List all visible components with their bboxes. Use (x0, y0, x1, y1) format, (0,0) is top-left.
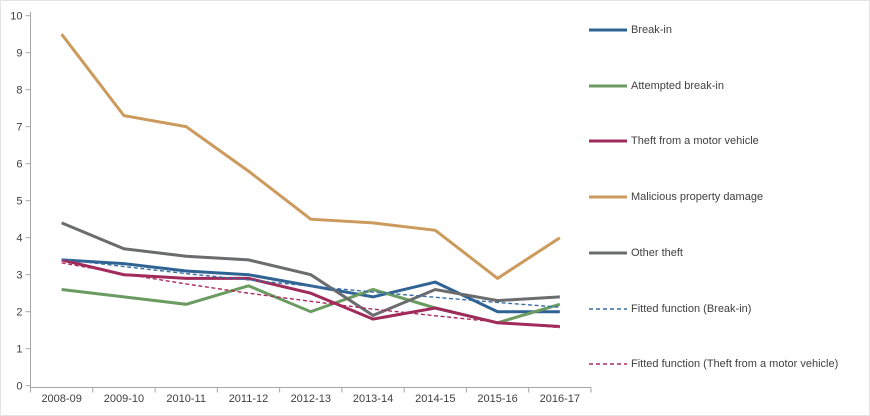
x-tick-label: 2010-11 (166, 393, 206, 405)
x-tick-label: 2013-14 (353, 393, 393, 405)
y-tick-label: 9 (16, 48, 22, 60)
y-tick-label: 10 (10, 11, 22, 23)
y-tick-label: 2 (16, 307, 22, 319)
series-line-theft-from-a-motor-vehicle (61, 258, 560, 328)
legend-item-malicious-property-damage: Malicious property damage (589, 190, 763, 204)
x-tick-label: 2009-10 (104, 393, 144, 405)
series-line-fitted-function-break-in (61, 258, 560, 308)
legend-swatch-attempted-break-in (589, 84, 627, 88)
series-line-malicious-property-damage (60, 33, 561, 281)
x-tick-label: 2014-15 (415, 393, 455, 405)
y-tick-label: 4 (16, 233, 22, 245)
x-tick-label: 2008-09 (41, 393, 81, 405)
y-tick-label: 0 (16, 381, 22, 393)
legend-item-fitted-function-break-in: Fitted function (Break-in) (589, 302, 751, 316)
legend-swatch-fitted-function-theft-from-a-motor-vehicle (589, 363, 627, 365)
series-line-other-theft (61, 221, 560, 318)
series-line-break-in (61, 258, 560, 314)
x-tick-label: 2016-17 (540, 393, 580, 405)
series-line-fitted-function-theft-from-a-motor-vehicle (61, 262, 560, 329)
legend-swatch-other-theft (589, 251, 627, 255)
legend-label: Theft from a motor vehicle (631, 135, 759, 148)
legend-label: Other theft (631, 246, 683, 259)
legend-item-theft-from-a-motor-vehicle: Theft from a motor vehicle (589, 134, 759, 148)
legend-item-fitted-function-theft-from-a-motor-vehicle: Fitted function (Theft from a motor vehi… (589, 357, 838, 371)
x-tick-label: 2015-16 (477, 393, 517, 405)
y-tick-label: 6 (16, 159, 22, 171)
legend-label: Fitted function (Break-in) (631, 302, 752, 315)
legend-swatch-malicious-property-damage (589, 195, 627, 199)
x-tick-label: 2011-12 (229, 393, 269, 405)
x-tick-label: 2012-13 (291, 393, 331, 405)
y-tick-label: 3 (16, 270, 22, 282)
legend-swatch-break-in (589, 28, 627, 32)
legend-swatch-fitted-function-break-in (589, 307, 627, 310)
legend-item-attempted-break-in: Attempted break-in (589, 79, 724, 93)
legend-label: Malicious property damage (631, 191, 764, 204)
legend-label: Break-in (631, 24, 672, 36)
y-tick-label: 1 (16, 344, 22, 356)
y-tick-label: 7 (16, 122, 22, 134)
legend-item-other-theft: Other theft (589, 246, 683, 260)
legend-item-break-in: Break-in (589, 23, 672, 37)
legend-swatch-theft-from-a-motor-vehicle (589, 139, 627, 143)
y-tick-label: 8 (16, 85, 22, 97)
legend: Break-in Attempted break-in Theft from a m… (587, 1, 869, 415)
y-tick-label: 5 (16, 196, 22, 208)
legend-label: Attempted break-in (631, 79, 724, 92)
legend-label: Fitted function (Theft from a motor vehi… (631, 358, 839, 371)
